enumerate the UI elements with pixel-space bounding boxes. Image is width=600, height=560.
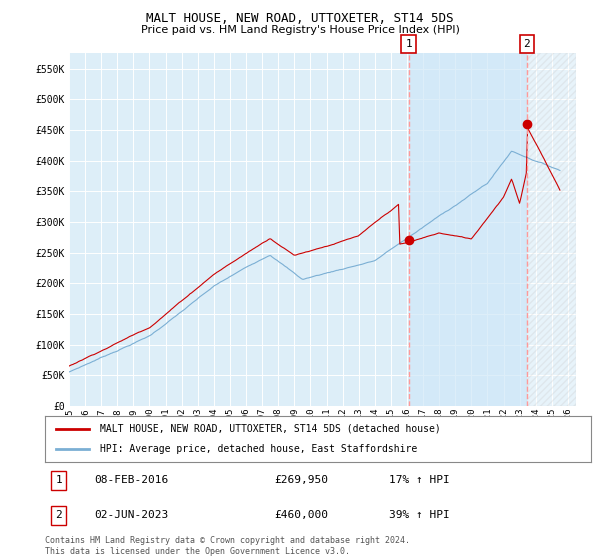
Text: MALT HOUSE, NEW ROAD, UTTOXETER, ST14 5DS: MALT HOUSE, NEW ROAD, UTTOXETER, ST14 5D… <box>146 12 454 25</box>
Text: MALT HOUSE, NEW ROAD, UTTOXETER, ST14 5DS (detached house): MALT HOUSE, NEW ROAD, UTTOXETER, ST14 5D… <box>100 424 440 434</box>
Text: Contains HM Land Registry data © Crown copyright and database right 2024.
This d: Contains HM Land Registry data © Crown c… <box>45 536 410 556</box>
Text: 08-FEB-2016: 08-FEB-2016 <box>94 475 169 485</box>
Text: 2: 2 <box>524 39 530 49</box>
Text: 17% ↑ HPI: 17% ↑ HPI <box>389 475 450 485</box>
Text: 1: 1 <box>55 475 62 485</box>
Text: HPI: Average price, detached house, East Staffordshire: HPI: Average price, detached house, East… <box>100 444 417 454</box>
Text: 2: 2 <box>55 510 62 520</box>
Bar <box>527 53 576 406</box>
Bar <box>409 53 527 406</box>
Text: £269,950: £269,950 <box>274 475 328 485</box>
Text: Price paid vs. HM Land Registry's House Price Index (HPI): Price paid vs. HM Land Registry's House … <box>140 25 460 35</box>
Text: 1: 1 <box>405 39 412 49</box>
Text: 02-JUN-2023: 02-JUN-2023 <box>94 510 169 520</box>
Text: £460,000: £460,000 <box>274 510 328 520</box>
Text: 39% ↑ HPI: 39% ↑ HPI <box>389 510 450 520</box>
